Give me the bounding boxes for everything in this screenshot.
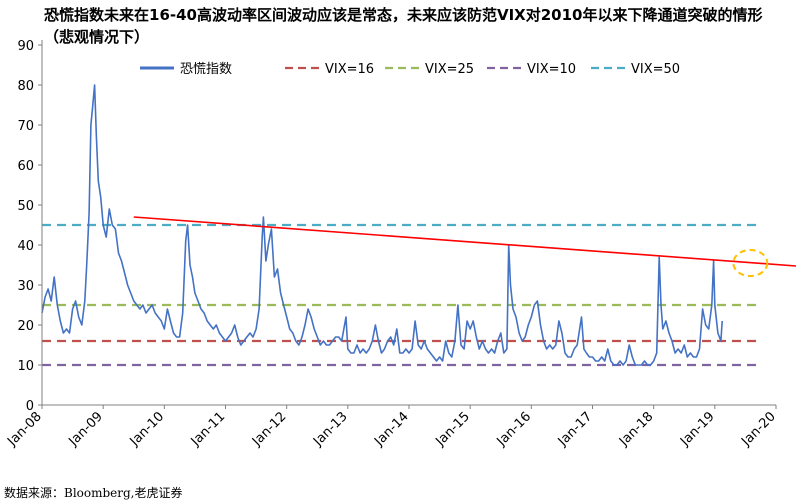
y-tick-label: 60 — [17, 159, 34, 174]
y-axis-ticks: 0 10 20 30 40 50 60 70 80 90 — [17, 39, 42, 414]
x-tick-label: Jan-17 — [555, 409, 596, 450]
legend-label-vix-16: VIX=16 — [325, 62, 374, 77]
legend-label-vix-10: VIX=10 — [527, 62, 576, 77]
y-tick-label: 20 — [17, 319, 34, 334]
x-tick-label: Jan-11 — [188, 409, 229, 450]
y-tick-label: 80 — [17, 79, 34, 94]
legend-label-vix: 恐慌指数 — [180, 62, 232, 77]
x-tick-label: Jan-18 — [616, 409, 657, 450]
x-tick-label: Jan-13 — [310, 409, 351, 450]
y-tick-label: 40 — [17, 239, 34, 254]
x-tick-label: Jan-15 — [432, 409, 473, 450]
x-tick-label: Jan-09 — [65, 409, 106, 450]
y-tick-label: 50 — [17, 199, 34, 214]
trendline — [133, 216, 797, 267]
y-tick-label: 70 — [17, 119, 34, 134]
y-tick-label: 10 — [17, 359, 34, 374]
y-tick-label: 0 — [26, 399, 34, 414]
x-tick-label: Jan-14 — [371, 409, 412, 450]
x-tick-label: Jan-08 — [4, 409, 45, 450]
vix-series-line — [41, 84, 723, 366]
annotations — [133, 216, 797, 277]
axes — [41, 40, 776, 406]
data-source: 数据来源：Bloomberg,老虎证券 — [4, 486, 183, 500]
x-tick-label: Jan-19 — [677, 409, 718, 450]
x-axis-ticks: Jan-08 Jan-09 Jan-10 Jan-11 Jan-12 Jan-13 Jan-… — [4, 405, 779, 450]
legend: 恐慌指数 VIX=16 VIX=25 VIX=10 VIX=50 — [140, 62, 680, 77]
legend-label-vix-50: VIX=50 — [631, 62, 680, 77]
chart-title: 恐慌指数未来在16-40高波动率区间波动应该是常态，未来应该防范VIX对2010… — [44, 6, 763, 46]
series-area — [41, 84, 723, 366]
x-tick-label: Jan-10 — [127, 409, 168, 450]
y-tick-label: 30 — [17, 279, 34, 294]
x-tick-label: Jan-20 — [738, 409, 779, 450]
x-tick-label: Jan-12 — [249, 409, 290, 450]
legend-label-vix-25: VIX=25 — [425, 62, 474, 77]
y-tick-label: 90 — [17, 39, 34, 54]
breakout-highlight — [732, 249, 769, 277]
x-tick-label: Jan-16 — [494, 409, 535, 450]
